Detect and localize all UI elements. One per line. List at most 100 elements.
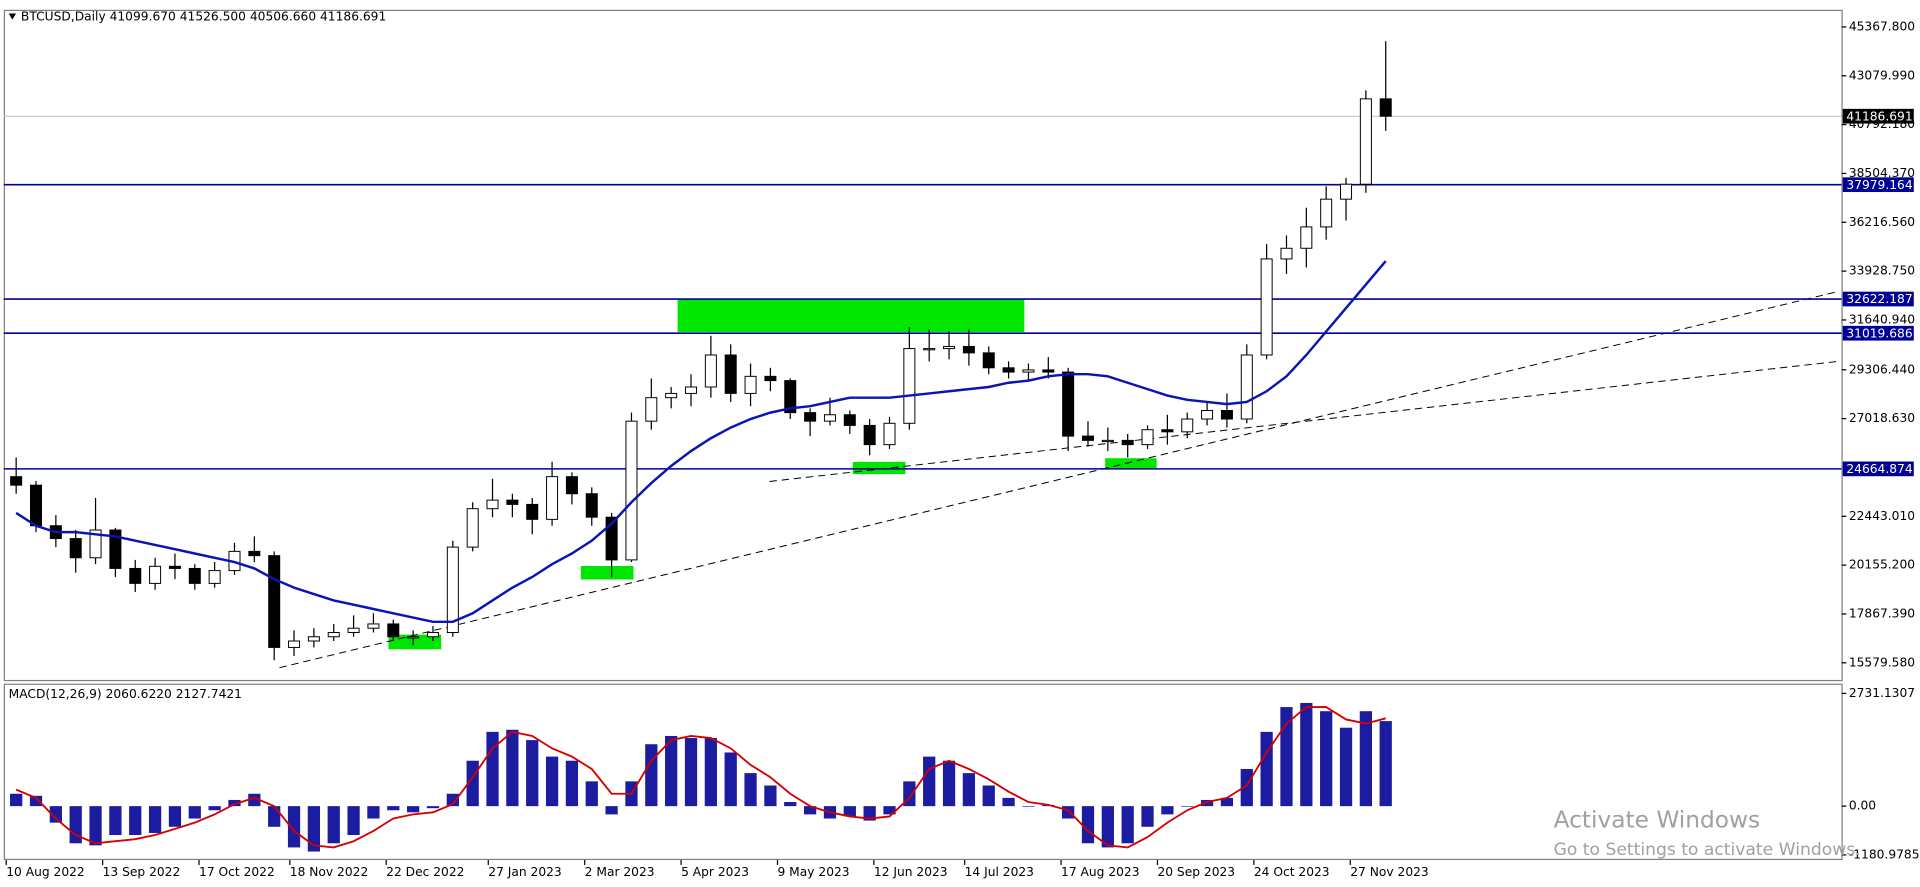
trendline — [769, 360, 1838, 482]
macd-bar — [1181, 806, 1194, 807]
macd-bar — [327, 806, 340, 844]
y-tick-label: 43079.990 — [1849, 68, 1915, 82]
y-tick-label: 22443.010 — [1849, 509, 1915, 523]
candle-body — [10, 476, 23, 486]
macd-bar — [109, 806, 122, 836]
macd-bar — [1062, 806, 1075, 819]
macd-bar — [1379, 721, 1392, 807]
y-tick-label: 29306.440 — [1849, 362, 1915, 376]
x-tick-label: 17 Aug 2023 — [1061, 865, 1139, 879]
y-tick-label: -1180.9785 — [1849, 847, 1920, 861]
menu-arrow[interactable] — [8, 13, 17, 20]
macd-bar — [307, 806, 321, 852]
candle-body — [1081, 435, 1094, 441]
macd-bar — [1300, 702, 1313, 807]
candle-body — [704, 354, 717, 388]
x-tick-label: 20 Sep 2023 — [1157, 865, 1235, 879]
y-tick-label: 2731.1307 — [1849, 686, 1915, 700]
candle-body — [168, 565, 181, 569]
level-label: 32622.187 — [1846, 292, 1912, 306]
macd-bar — [148, 806, 162, 833]
x-tick-label: 27 Nov 2023 — [1350, 865, 1428, 879]
watermark-subtitle: Go to Settings to activate Windows. — [1554, 840, 1861, 860]
macd-pane-border — [3, 683, 1843, 861]
candle-body — [466, 508, 479, 548]
level-label-box — [1842, 291, 1914, 307]
macd-bar — [1320, 711, 1333, 807]
candle-body — [1320, 198, 1333, 228]
macd-bar — [407, 806, 420, 813]
candle-body — [764, 375, 777, 382]
candle-body — [804, 412, 817, 422]
moving-average — [15, 260, 1387, 624]
candle-body — [347, 627, 360, 633]
macd-bar — [69, 806, 82, 844]
price-pane-border — [3, 9, 1843, 682]
candle-body — [724, 354, 737, 394]
macd-bar — [347, 806, 360, 836]
candle-body — [506, 499, 519, 505]
macd-bar — [545, 756, 559, 807]
x-tick-label: 2 Mar 2023 — [585, 865, 655, 879]
macd-bar — [1002, 797, 1015, 807]
candle-body — [1201, 409, 1214, 420]
x-tick-label: 24 Oct 2023 — [1254, 865, 1330, 879]
y-tick-label: 0.00 — [1849, 799, 1876, 813]
y-tick-label: 36216.560 — [1849, 215, 1915, 229]
y-tick-label: 33928.750 — [1849, 264, 1915, 278]
macd-bar — [942, 760, 956, 807]
candle-body — [863, 424, 876, 446]
candle-body — [307, 636, 320, 642]
candle-body — [585, 493, 598, 518]
macd-bar — [1200, 799, 1214, 807]
macd-bar — [188, 806, 201, 819]
support-zone — [580, 566, 634, 580]
macd-bar — [1022, 806, 1035, 807]
last-price-label: 41186.691 — [1846, 109, 1912, 123]
candle-body — [1379, 98, 1392, 117]
candle-body — [843, 414, 856, 426]
y-tick-label: 38504.370 — [1849, 166, 1915, 180]
candle-body — [1300, 226, 1313, 249]
candle-body — [645, 397, 658, 422]
candle-body — [268, 555, 281, 648]
macd-bar — [387, 806, 400, 811]
macd-bar — [684, 738, 698, 807]
level-label-box — [1842, 325, 1914, 341]
candle-body — [665, 392, 678, 399]
macd-bar — [1260, 731, 1273, 807]
candle-body — [387, 623, 400, 638]
macd-bar — [565, 760, 579, 807]
macd-bar — [863, 806, 876, 821]
macd-bar — [1081, 806, 1095, 844]
x-tick-label: 5 Apr 2023 — [681, 865, 749, 879]
candle-body — [1042, 369, 1055, 373]
candle-body — [208, 570, 221, 584]
y-tick-label: 20155.200 — [1849, 558, 1915, 572]
level-label: 24664.874 — [1846, 462, 1912, 476]
candle-body — [1220, 409, 1233, 420]
level-label-box — [1842, 461, 1914, 477]
y-tick-label: 27018.630 — [1849, 411, 1915, 425]
macd-bar — [1240, 768, 1253, 807]
x-tick-label: 9 May 2023 — [777, 865, 849, 879]
candle-body — [327, 631, 340, 638]
x-tick-label: 18 Nov 2022 — [290, 865, 368, 879]
macd-bar — [645, 744, 658, 807]
macd-bar — [1339, 727, 1353, 807]
macd-bar — [446, 793, 459, 807]
candle-body — [1062, 371, 1075, 437]
candle-body — [923, 348, 936, 351]
support-zone — [852, 461, 906, 475]
macd-bar — [129, 806, 142, 836]
candle-body — [1181, 418, 1194, 433]
macd-bar — [1161, 806, 1174, 815]
macd-bar — [665, 735, 678, 807]
macd-bar — [526, 740, 539, 807]
candle-body — [565, 476, 578, 495]
macd-bar — [605, 806, 618, 815]
macd-bar — [208, 806, 221, 811]
last-price-box — [1842, 108, 1914, 124]
macd-bar — [486, 731, 499, 807]
